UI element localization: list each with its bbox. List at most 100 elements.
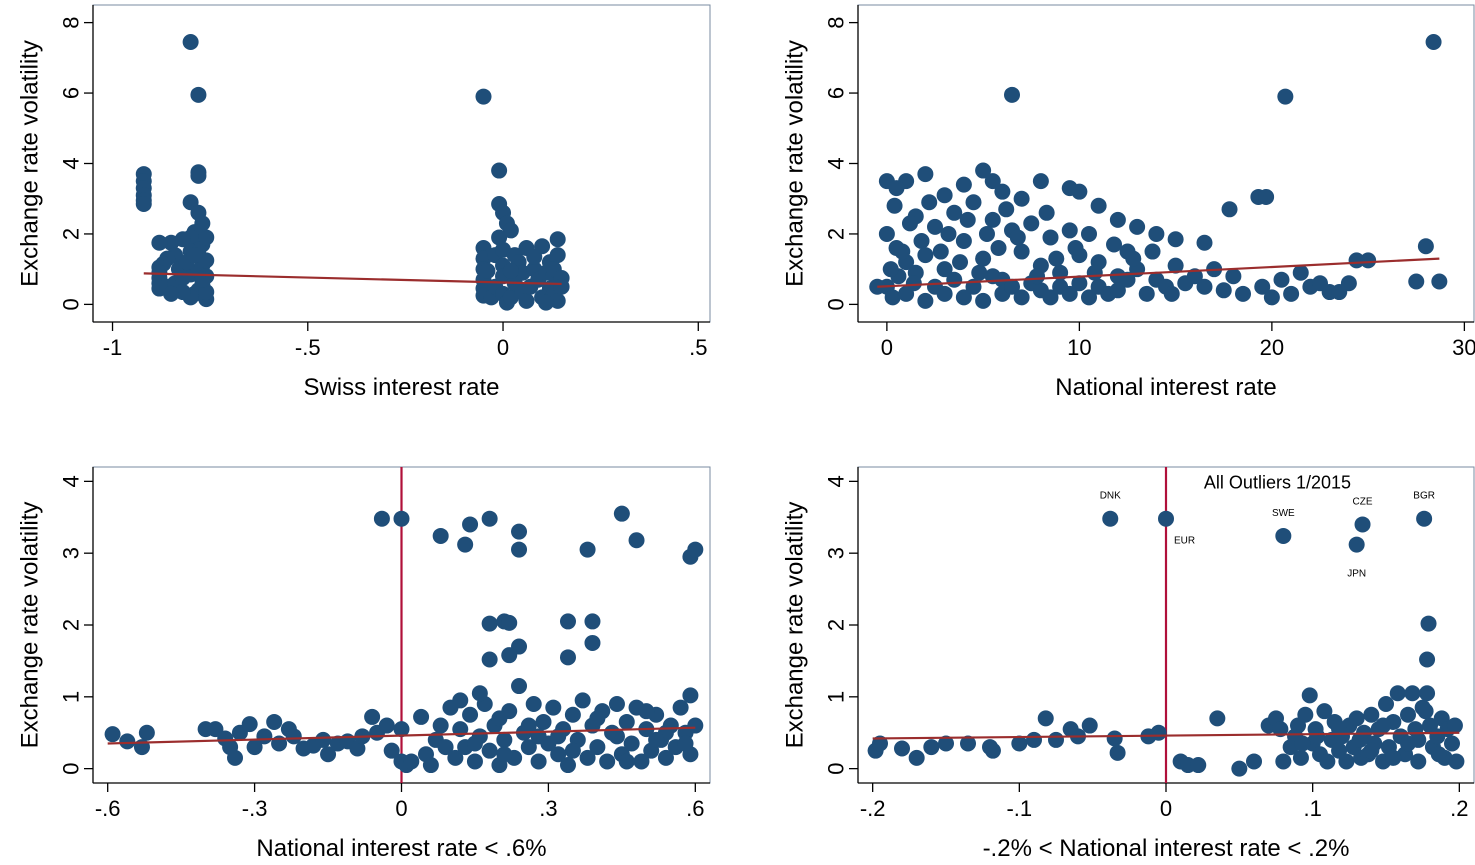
data-point: [984, 173, 1001, 190]
data-point: [198, 229, 215, 246]
data-point: [174, 284, 191, 301]
data-point: [901, 215, 918, 232]
data-point: [959, 211, 976, 228]
data-point: [1275, 753, 1292, 770]
data-point: [917, 166, 934, 183]
data-point: [584, 613, 601, 630]
data-point: [975, 292, 992, 309]
data-point: [1446, 717, 1463, 734]
data-point: [241, 716, 258, 733]
data-point: [1067, 240, 1084, 257]
data-point: [320, 746, 337, 763]
panels: 0 2 4 6 8 -1 -.5 0 .5 Exchange rate volatility Swi…: [17, 4, 1475, 862]
data-point: [1389, 685, 1406, 702]
data-point: [1319, 753, 1336, 770]
chart-panel-3: 0 1 2 3 4 -.6 -.3 0 .3 .6 Exchange rate volatility…: [17, 466, 711, 862]
fitted-line: [143, 272, 562, 286]
data-point: [913, 232, 930, 249]
data-point: [466, 735, 483, 752]
data-point: [687, 717, 704, 734]
data-point: [936, 261, 953, 278]
data-point: [520, 739, 537, 756]
data-point: [457, 536, 474, 553]
data-point: [1013, 243, 1030, 260]
data-point: [1090, 197, 1107, 214]
labeled-data-point: [1354, 516, 1371, 533]
data-point: [373, 510, 390, 527]
data-point: [682, 687, 699, 704]
data-point: [481, 510, 498, 527]
data-point: [638, 703, 655, 720]
data-point: [633, 753, 650, 770]
data-point: [549, 231, 566, 248]
data-point: [479, 262, 496, 279]
data-point: [1221, 201, 1238, 218]
x-tick-label: .5: [689, 335, 707, 360]
x-axis-title: National interest rate: [1055, 374, 1276, 401]
x-axis-title: Swiss interest rate: [303, 374, 499, 401]
fitted-line: [872, 731, 1460, 740]
data-point: [608, 696, 625, 712]
data-point: [882, 261, 899, 278]
x-tick-label: .2: [1450, 796, 1468, 821]
data-point: [608, 728, 625, 745]
data-point: [422, 757, 439, 774]
data-point: [496, 746, 513, 763]
data-point: [1363, 742, 1380, 759]
data-point: [537, 294, 554, 311]
y-tick-label: 0: [824, 763, 849, 775]
data-point: [990, 240, 1007, 257]
data-point: [1235, 285, 1251, 302]
data-point: [1301, 687, 1318, 704]
y-tick-label: 4: [824, 157, 849, 169]
data-point: [1061, 222, 1078, 239]
data-point: [315, 731, 332, 748]
data-point: [1283, 285, 1300, 302]
y-axis-title: Exchange rate volatility: [17, 502, 44, 749]
data-point: [1272, 721, 1289, 738]
data-point: [1190, 757, 1207, 774]
data-point: [908, 749, 925, 766]
data-point: [475, 88, 492, 105]
data-point: [285, 728, 302, 745]
data-point: [1419, 651, 1436, 668]
data-point: [1163, 285, 1180, 302]
data-point: [955, 289, 972, 306]
x-tick-label: 0: [881, 335, 893, 360]
data-point: [1144, 243, 1161, 260]
data-point: [574, 692, 591, 709]
x-tick-label: .3: [539, 796, 557, 821]
data-point: [525, 696, 542, 712]
data-point: [190, 86, 207, 103]
data-point: [1081, 225, 1097, 242]
data-point: [559, 757, 576, 774]
data-point: [894, 243, 911, 260]
y-tick-label: 4: [59, 157, 84, 169]
data-point: [186, 247, 203, 264]
data-point: [984, 742, 1001, 759]
data-point: [1196, 234, 1213, 251]
data-point: [1209, 710, 1226, 727]
data-point: [437, 739, 454, 756]
data-point: [1032, 173, 1049, 190]
data-point: [955, 232, 972, 249]
data-point: [481, 651, 498, 668]
labeled-data-point: [1102, 510, 1119, 527]
chart-panel-1: 0 2 4 6 8 -1 -.5 0 .5 Exchange rate volatility Swi…: [17, 4, 711, 401]
data-point: [491, 229, 508, 246]
data-point: [553, 278, 570, 295]
data-point: [501, 647, 518, 664]
data-point: [1419, 685, 1436, 702]
data-point: [564, 706, 581, 723]
data-point: [886, 197, 903, 214]
data-point: [1378, 696, 1394, 712]
data-point: [946, 271, 963, 288]
data-point: [955, 176, 972, 193]
y-tick-label: 0: [824, 298, 849, 310]
data-point: [1071, 275, 1088, 292]
data-point: [1026, 731, 1042, 748]
data-point: [960, 735, 976, 752]
plot-marks: [104, 467, 704, 783]
x-tick-label: 0: [395, 796, 407, 821]
plot-marks: [867, 467, 1465, 783]
